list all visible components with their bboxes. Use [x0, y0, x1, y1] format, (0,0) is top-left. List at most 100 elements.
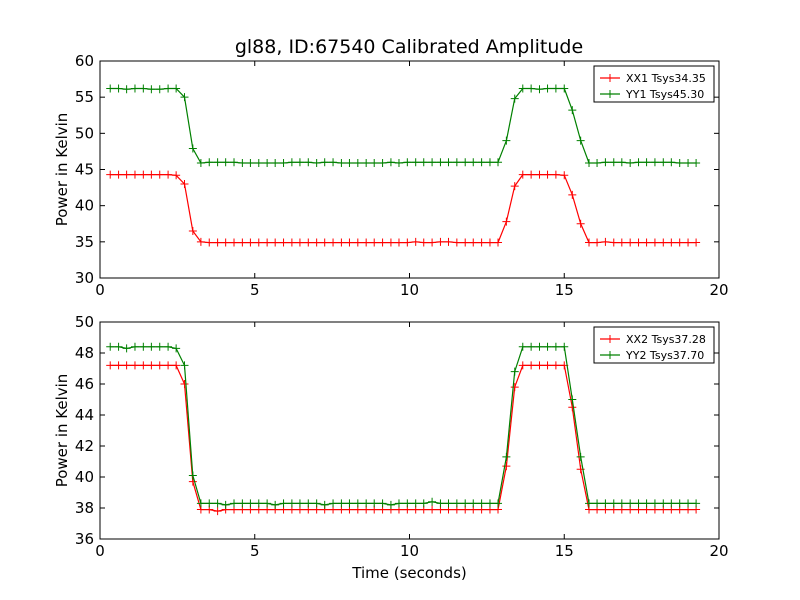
data-point-marker	[378, 238, 387, 247]
data-point-marker	[403, 499, 412, 508]
data-point-marker	[394, 158, 403, 167]
data-point-marker	[205, 499, 214, 508]
legend-label: YY1 Tsys45.30	[625, 88, 704, 101]
data-point-marker	[452, 158, 461, 167]
data-point-marker	[130, 361, 139, 370]
data-point-marker	[279, 238, 288, 247]
data-point-marker	[370, 158, 379, 167]
data-point-marker	[155, 170, 164, 179]
data-point-marker	[155, 361, 164, 370]
data-point-marker	[527, 361, 536, 370]
y-tick-label: 48	[75, 344, 94, 362]
data-point-marker	[114, 170, 123, 179]
data-point-marker	[287, 238, 296, 247]
data-point-marker	[155, 342, 164, 351]
data-point-marker	[543, 170, 552, 179]
y-tick-label: 45	[75, 161, 94, 179]
data-point-marker	[279, 499, 288, 508]
x-tick-label: 5	[250, 281, 260, 299]
data-point-marker	[477, 499, 486, 508]
data-point-marker	[147, 342, 156, 351]
data-point-marker	[585, 238, 594, 247]
data-point-marker	[585, 499, 594, 508]
data-point-marker	[650, 499, 659, 508]
data-point-marker	[617, 499, 626, 508]
data-point-marker	[452, 499, 461, 508]
data-point-marker	[626, 238, 635, 247]
data-point-marker	[304, 499, 313, 508]
data-point-marker	[386, 500, 395, 509]
data-point-marker	[659, 499, 668, 508]
data-point-marker	[461, 158, 470, 167]
data-point-marker	[180, 380, 189, 388]
data-point-marker	[601, 499, 610, 508]
legend-label: XX2 Tsys37.28	[626, 333, 706, 346]
data-point-marker	[650, 238, 659, 247]
legend-marker	[606, 335, 614, 343]
data-point-marker	[320, 238, 329, 247]
data-point-marker	[246, 238, 255, 247]
data-point-marker	[271, 238, 280, 247]
y-tick-label: 50	[75, 124, 94, 142]
data-point-marker	[444, 237, 453, 246]
data-point-marker	[337, 158, 346, 167]
data-point-marker	[188, 144, 197, 153]
data-point-marker	[510, 367, 519, 376]
data-point-marker	[180, 179, 189, 188]
data-point-marker	[106, 84, 115, 93]
data-point-marker	[634, 238, 643, 247]
data-point-marker	[271, 500, 280, 509]
data-point-marker	[139, 170, 148, 179]
y-tick-label: 46	[75, 375, 94, 393]
y-tick-label: 44	[75, 406, 94, 424]
data-point-marker	[394, 238, 403, 247]
data-point-marker	[329, 238, 338, 247]
data-point-marker	[675, 238, 684, 247]
legend-marker	[606, 74, 614, 82]
data-point-marker	[617, 238, 626, 247]
data-point-marker	[609, 499, 618, 508]
data-point-marker	[139, 342, 148, 351]
data-point-marker	[527, 170, 536, 179]
data-point-marker	[147, 85, 156, 94]
data-point-marker	[106, 361, 115, 370]
data-point-marker	[295, 158, 304, 167]
legend-box	[593, 65, 715, 103]
data-point-marker	[626, 499, 635, 508]
data-point-marker	[601, 237, 610, 246]
data-point-marker	[205, 238, 214, 247]
data-point-marker	[345, 499, 354, 508]
data-point-marker	[494, 499, 503, 508]
data-point-marker	[617, 158, 626, 167]
data-point-marker	[122, 85, 131, 94]
data-point-marker	[122, 344, 131, 353]
legend-label: YY2 Tsys37.70	[625, 349, 704, 362]
data-point-marker	[172, 84, 181, 93]
x-tick-label: 20	[709, 281, 728, 299]
data-point-marker	[263, 499, 272, 508]
data-point-marker	[469, 238, 478, 247]
data-point-marker	[469, 499, 478, 508]
y-axis-label: Power in Kelvin	[53, 374, 71, 488]
y-tick-label: 36	[75, 530, 94, 548]
data-point-marker	[370, 499, 379, 508]
data-point-marker	[535, 342, 544, 351]
data-point-marker	[518, 342, 527, 351]
data-point-marker	[543, 361, 552, 370]
data-point-marker	[246, 158, 255, 167]
data-point-marker	[279, 158, 288, 167]
data-point-marker	[535, 170, 544, 179]
data-point-marker	[667, 158, 676, 167]
data-point-marker	[444, 499, 453, 508]
data-point-marker	[180, 93, 189, 102]
data-point-marker	[436, 237, 445, 246]
data-point-marker	[213, 238, 222, 247]
data-point-marker	[543, 84, 552, 93]
data-point-marker	[477, 158, 486, 167]
data-point-marker	[320, 500, 329, 509]
data-point-marker	[560, 342, 569, 351]
data-point-marker	[609, 158, 618, 167]
data-point-marker	[609, 238, 618, 247]
data-point-marker	[518, 84, 527, 93]
data-point-marker	[510, 182, 519, 191]
